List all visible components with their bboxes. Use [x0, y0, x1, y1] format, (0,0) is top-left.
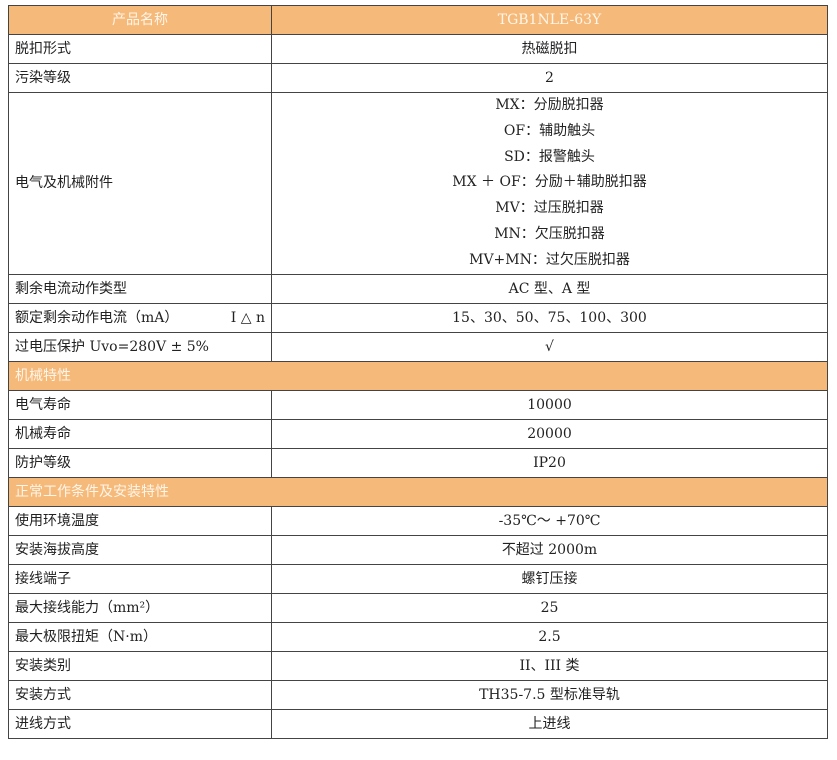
row-label: 安装海拔高度 — [8, 534, 272, 565]
row-value: 上进线 — [271, 708, 828, 739]
label-text: 额定剩余动作电流（mA） — [15, 309, 179, 326]
section-title: 正常工作条件及安装特性 — [8, 476, 828, 507]
row-label: 过电压保护 Uvo=280V ± 5% — [8, 331, 272, 362]
row-label: 电气及机械附件 — [8, 92, 272, 275]
table-row: 最大接线能力（mm²） 25 — [8, 592, 828, 623]
table-row: 接线端子 螺钉压接 — [8, 563, 828, 594]
list-item: MX：分励脱扣器 — [495, 97, 604, 113]
table-row: 污染等级 2 — [8, 63, 828, 93]
header-value: TGB1NLE-63Y — [271, 5, 828, 35]
row-value: 2 — [271, 63, 828, 93]
section-title: 机械特性 — [8, 360, 828, 391]
row-value: TH35-7.5 型标准导轨 — [271, 679, 828, 710]
row-value: √ — [271, 331, 828, 362]
row-label: 最大接线能力（mm²） — [8, 592, 272, 623]
table-row: 安装方式 TH35-7.5 型标准导轨 — [8, 679, 828, 710]
list-item: MX ＋ OF：分励＋辅助脱扣器 — [452, 174, 647, 191]
row-label: 安装方式 — [8, 679, 272, 710]
row-label: 电气寿命 — [8, 389, 272, 420]
table-row: 进线方式 上进线 — [8, 708, 828, 739]
table-row: 电气及机械附件 MX：分励脱扣器 OF：辅助触头 SD：报警触头 MX ＋ OF… — [8, 92, 828, 275]
table-row: 脱扣形式 热磁脱扣 — [8, 34, 828, 64]
section-header: 机械特性 — [8, 360, 828, 391]
row-label: 脱扣形式 — [8, 34, 272, 64]
row-value: 25 — [271, 592, 828, 623]
row-value: 螺钉压接 — [271, 563, 828, 594]
table-row: 安装类别 II、III 类 — [8, 650, 828, 681]
row-value: 不超过 2000m — [271, 534, 828, 565]
spec-table: 产品名称 TGB1NLE-63Y 脱扣形式 热磁脱扣 污染等级 2 电气及机械附件 … — [8, 5, 828, 739]
row-value: IP20 — [271, 447, 828, 478]
list-item: SD：报警触头 — [504, 148, 595, 165]
list-item: OF：辅助触头 — [503, 122, 596, 139]
header-label: 产品名称 — [8, 5, 272, 35]
row-label: 安装类别 — [8, 650, 272, 681]
row-value: -35℃～ +70℃ — [271, 505, 828, 536]
row-label: 防护等级 — [8, 447, 272, 478]
row-label: 使用环境温度 — [8, 505, 272, 536]
table-row: 电气寿命 10000 — [8, 389, 828, 420]
row-label: 最大极限扭矩（N·m） — [8, 621, 272, 652]
row-value: AC 型、A 型 — [271, 273, 828, 304]
row-value: 10000 — [271, 389, 828, 420]
header-row: 产品名称 TGB1NLE-63Y — [8, 5, 828, 35]
row-label: 额定剩余动作电流（mA） I △ n — [8, 302, 272, 333]
table-row: 使用环境温度 -35℃～ +70℃ — [8, 505, 828, 536]
section-header: 正常工作条件及安装特性 — [8, 476, 828, 507]
table-row: 机械寿命 20000 — [8, 418, 828, 449]
accessories-list: MX：分励脱扣器 OF：辅助触头 SD：报警触头 MX ＋ OF：分励＋辅助脱扣… — [271, 92, 828, 275]
row-label: 机械寿命 — [8, 418, 272, 449]
row-value: 热磁脱扣 — [271, 34, 828, 64]
row-label: 进线方式 — [8, 708, 272, 739]
list-item: MV：过压脱扣器 — [495, 200, 604, 217]
row-label: 污染等级 — [8, 63, 272, 93]
table-row: 最大极限扭矩（N·m） 2.5 — [8, 621, 828, 652]
list-item: MN：欠压脱扣器 — [494, 225, 605, 242]
symbol-text: I △ n — [230, 309, 265, 326]
row-label: 剩余电流动作类型 — [8, 273, 272, 304]
row-value: 20000 — [271, 418, 828, 449]
row-value: 2.5 — [271, 621, 828, 652]
row-label: 接线端子 — [8, 563, 272, 594]
row-value: II、III 类 — [271, 650, 828, 681]
table-row: 额定剩余动作电流（mA） I △ n 15、30、50、75、100、300 — [8, 302, 828, 333]
table-row: 过电压保护 Uvo=280V ± 5% √ — [8, 331, 828, 362]
row-value: 15、30、50、75、100、300 — [271, 302, 828, 333]
table-row: 剩余电流动作类型 AC 型、A 型 — [8, 273, 828, 304]
table-row: 防护等级 IP20 — [8, 447, 828, 478]
list-item: MV+MN：过欠压脱扣器 — [469, 251, 630, 268]
table-row: 安装海拔高度 不超过 2000m — [8, 534, 828, 565]
